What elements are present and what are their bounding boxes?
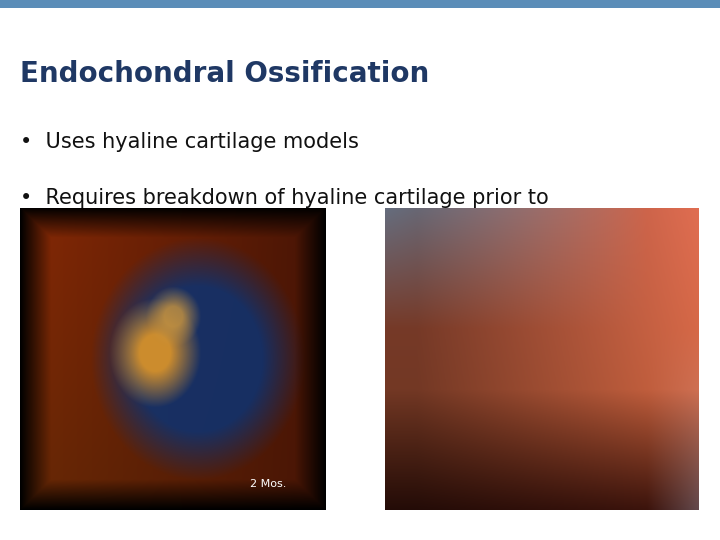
Text: 2 Mos.: 2 Mos. — [250, 479, 287, 489]
Text: •  Requires breakdown of hyaline cartilage prior to
ossification: • Requires breakdown of hyaline cartilag… — [20, 188, 549, 234]
Bar — [0, 0, 720, 8]
Text: Endochondral Ossification: Endochondral Ossification — [20, 60, 429, 88]
Text: •  Uses hyaline cartilage models: • Uses hyaline cartilage models — [20, 132, 359, 152]
